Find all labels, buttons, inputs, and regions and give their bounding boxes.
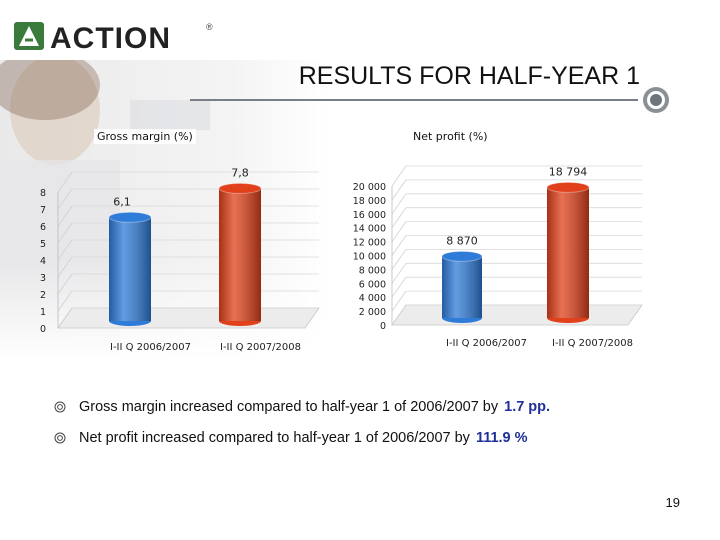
gridline-side (391, 179, 407, 201)
x-category-label: I-II Q 2007/2008 (552, 338, 633, 349)
chart-title-gross-margin: Gross margin (%) (94, 129, 196, 144)
y-tick-label: 2 000 (359, 307, 386, 318)
y-tick-label: 18 000 (353, 196, 386, 207)
y-tick-label: 5 (40, 239, 46, 250)
gridline-side (57, 188, 73, 210)
page-number: 19 (665, 495, 680, 510)
bullet-text: Net profit increased compared to half-ye… (79, 430, 470, 446)
gridline-side (391, 221, 407, 242)
y-tick-label: 0 (380, 321, 386, 332)
chart-floor (57, 307, 320, 329)
bar-shading (109, 217, 151, 321)
chart-floor (391, 304, 643, 326)
gridline-side (57, 256, 73, 278)
bar-top (441, 250, 483, 262)
gridline-side (391, 290, 407, 312)
y-tick-label: 7 (40, 205, 46, 216)
gridline-side (391, 276, 407, 298)
bullet-highlight: 111.9 % (475, 430, 528, 446)
slide-title: RESULTS FOR HALF-YEAR 1 (298, 62, 640, 90)
y-tick-label: 14 000 (353, 224, 386, 235)
title-underline (190, 99, 638, 101)
gridline-side (391, 304, 407, 326)
y-tick-label: 12 000 (353, 238, 386, 249)
charts-area: 0 1 2 3 4 5 6 7 8 6,1 I-II Q 2006/2007 7,8 I-II Q 20… (40, 165, 643, 353)
bar-top (546, 181, 590, 193)
y-tick-label: 4 000 (359, 293, 386, 304)
y-tick-label: 8 000 (359, 265, 386, 276)
bullet-text: Gross margin increased compared to half-… (79, 399, 499, 415)
y-tick-label: 6 000 (359, 279, 386, 290)
y-tick-label: 3 (40, 273, 46, 284)
gridline-side (57, 222, 73, 244)
x-category-label: I-II Q 2006/2007 (446, 338, 527, 349)
data-label: 6,1 (113, 195, 131, 208)
bar-shading (547, 187, 589, 318)
gridline-side (57, 239, 73, 261)
y-tick-label: 8 (40, 188, 46, 199)
data-label: 18 794 (549, 165, 588, 178)
chart-title-net-profit: Net profit (%) (410, 129, 491, 144)
gridline-side (391, 207, 407, 228)
bar-shading (442, 256, 482, 318)
bullet-highlight: 1.7 pp. (504, 399, 551, 415)
bullet-gross-margin: Gross margin increased compared to half-… (54, 399, 550, 415)
gridline-side (391, 263, 407, 284)
y-tick-label: 2 (40, 290, 46, 301)
gridline-side (391, 235, 407, 256)
y-tick-label: 16 000 (353, 210, 386, 221)
data-label: 7,8 (231, 166, 249, 179)
bar-top (218, 182, 262, 194)
gridline-side (57, 290, 73, 312)
bar-shading (219, 188, 261, 321)
y-tick-label: 4 (40, 256, 46, 267)
gridline-side (391, 165, 407, 187)
bullet-net-profit: Net profit increased compared to half-ye… (54, 430, 528, 446)
y-tick-label: 6 (40, 222, 46, 233)
x-category-label: I-II Q 2006/2007 (110, 342, 191, 353)
gridline-side (57, 307, 73, 329)
gridline-side (57, 171, 73, 193)
bar-top (108, 211, 152, 223)
y-tick-label: 0 (40, 324, 46, 335)
target-bullet-icon (54, 401, 66, 413)
gridline-side (57, 273, 73, 295)
gridline-side (57, 205, 73, 227)
svg-text:®: ® (206, 22, 213, 32)
gridline-side (391, 249, 407, 270)
y-tick-label: 1 (40, 307, 46, 318)
action-logo: ACTION ® (14, 22, 213, 54)
data-label: 8 870 (446, 234, 478, 247)
y-tick-label: 20 000 (353, 182, 386, 193)
target-icon (643, 87, 669, 113)
svg-text:ACTION: ACTION (50, 22, 171, 54)
target-bullet-icon (54, 432, 66, 444)
x-category-label: I-II Q 2007/2008 (220, 342, 301, 353)
gridline-side (391, 193, 407, 215)
y-tick-label: 10 000 (353, 252, 386, 263)
